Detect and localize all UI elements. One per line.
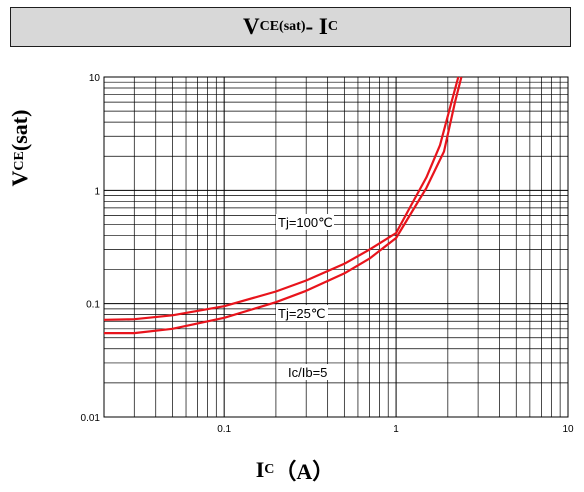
title-v: V — [242, 14, 260, 39]
annotation-tj100: Tj=100℃ — [278, 215, 333, 230]
plot-frame — [103, 76, 569, 418]
annotation-tj25: Tj=25℃ — [278, 306, 325, 321]
xlabel-rest: （A） — [274, 459, 335, 484]
title-sub2: C — [327, 19, 338, 34]
annotation-bg-tj25 — [276, 305, 328, 321]
x-axis-label: I C （A） — [210, 455, 380, 485]
series-layer — [103, 76, 463, 335]
ticks: 0.1 1 10 0.01 0.1 1 10 — [81, 73, 574, 435]
title-dash: - I — [305, 14, 328, 39]
annotation-bg-ratio — [286, 364, 336, 380]
annotation-bg-tj100 — [276, 214, 334, 230]
x-tick-label: 0.1 — [217, 424, 231, 435]
x-tick-label: 10 — [562, 424, 574, 435]
title-sub: CE(sat) — [259, 19, 306, 34]
xlabel-main: I — [255, 457, 265, 482]
x-tick-label: 1 — [393, 424, 399, 435]
y-tick-label: 10 — [89, 73, 101, 84]
series-line-0 — [103, 76, 460, 321]
annotations: Tj=100℃ Tj=25℃ Ic/Ib=5 — [276, 214, 336, 380]
y-tick-label: 0.1 — [86, 300, 100, 311]
annotation-ratio: Ic/Ib=5 — [288, 365, 327, 380]
xlabel-sub: C — [264, 462, 275, 477]
series-line-1 — [104, 76, 463, 335]
y-tick-label: 1 — [94, 186, 100, 197]
y-tick-label: 0.01 — [81, 413, 101, 424]
